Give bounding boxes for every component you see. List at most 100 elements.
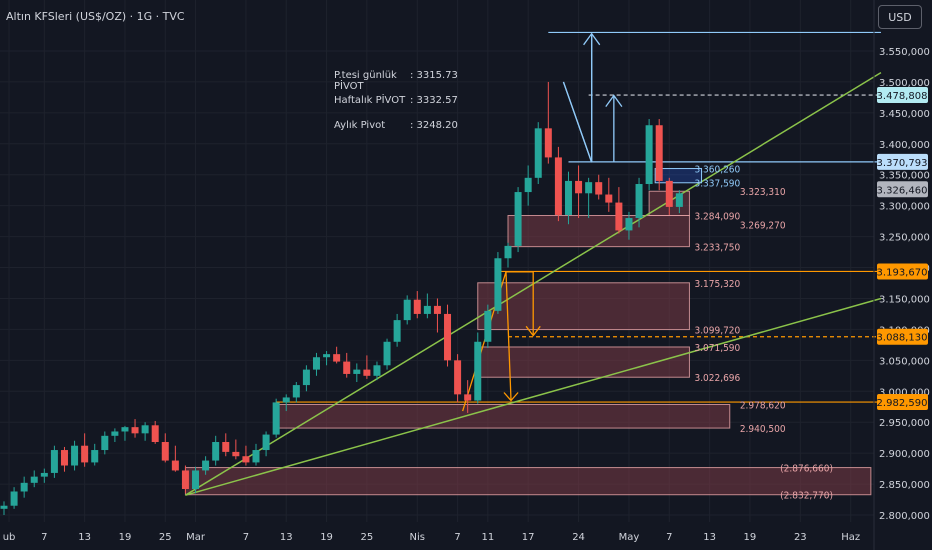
candle-body [0, 505, 8, 509]
price-tag-label: 2.982,590 [877, 398, 928, 409]
candle-body [433, 305, 441, 314]
x-tick-label: 13 [280, 532, 293, 543]
candle-body [20, 482, 28, 492]
candle-body [464, 394, 472, 401]
level-label: 3.284,090 [694, 212, 740, 223]
x-tick-label: 25 [159, 532, 172, 543]
x-tick-label: Nis [410, 532, 425, 543]
candle-body [10, 491, 18, 506]
pivot-label: Aylık Pivot [334, 120, 386, 131]
y-tick-label: 3.400,000 [879, 140, 930, 151]
candle-body [181, 470, 189, 490]
candle-body [302, 369, 310, 386]
pivot-row-weekly: Haftalık PİVOT : 3332.57 [334, 95, 458, 120]
y-tick-label: 2.950,000 [879, 418, 930, 429]
level-label: 2.978,620 [740, 400, 786, 411]
candle-body [71, 445, 79, 466]
x-tick-label: 13 [703, 532, 716, 543]
x-tick-label: 11 [481, 532, 494, 543]
x-tick-label: 7 [41, 532, 47, 543]
candle-body [192, 470, 200, 490]
y-tick-label: 3.350,000 [879, 171, 930, 182]
arrow-head-icon [605, 94, 623, 108]
y-tick-label: 3.150,000 [879, 294, 930, 305]
x-tick-label: 24 [572, 532, 585, 543]
pivot-value: : 3248.20 [410, 120, 458, 131]
candle-body [333, 354, 341, 362]
candle-body [514, 192, 522, 246]
candle-body [353, 369, 361, 374]
x-tick-label: May [619, 532, 640, 543]
candle-body [242, 456, 250, 463]
x-tick-label: 19 [119, 532, 132, 543]
projection-path [505, 271, 512, 401]
candle-body [494, 258, 502, 311]
pivot-label: Haftalık PİVOT [334, 95, 406, 106]
candle-body [665, 180, 673, 207]
level-label: 2.940,500 [740, 424, 786, 435]
candle-body [272, 402, 280, 435]
pivot-row-daily: P.tesi günlük PİVOT : 3315.73 [334, 70, 458, 95]
candle-body [262, 434, 270, 451]
candle-body [282, 397, 290, 403]
currency-button[interactable]: USD [878, 5, 922, 29]
candle-body [575, 180, 583, 194]
candle-body [524, 177, 532, 193]
candle-body [454, 360, 462, 395]
level-label: (2.832,770) [780, 491, 833, 502]
candle-body [141, 425, 149, 434]
x-tick-label: 23 [794, 532, 807, 543]
candle-body [474, 341, 482, 401]
y-tick-label: 3.250,000 [879, 233, 930, 244]
x-tick-label: 13 [78, 532, 91, 543]
price-tag-label: 3.193,670 [877, 267, 928, 278]
price-tag [877, 87, 928, 104]
y-tick-label: 3.000,000 [879, 387, 930, 398]
price-tag [877, 153, 928, 170]
candle-body [81, 445, 89, 463]
candle-body [131, 427, 139, 434]
y-tick-label: 3.550,000 [879, 47, 930, 58]
pivot-info-panel: P.tesi günlük PİVOT : 3315.73 Haftalık P… [334, 70, 458, 145]
candle-body [403, 299, 411, 321]
y-tick-label: 3.300,000 [879, 202, 930, 213]
candle-body [151, 425, 159, 442]
level-label: 3.099,720 [694, 326, 740, 337]
price-zone [477, 282, 690, 331]
candle-body [101, 435, 109, 451]
projection-drawings [462, 32, 703, 412]
pivot-value: : 3332.57 [410, 95, 458, 106]
y-tick-label: 2.900,000 [879, 449, 930, 460]
level-label: 3.233,750 [694, 243, 740, 254]
candle-body [423, 305, 431, 314]
x-tick-label: ub [3, 532, 16, 543]
y-tick-label: 2.800,000 [879, 511, 930, 522]
candle-body [504, 245, 512, 259]
price-tag [877, 394, 928, 411]
level-label: 3.175,320 [694, 279, 740, 290]
candle-body [40, 472, 48, 477]
candle-body [564, 180, 572, 215]
price-tag [877, 181, 928, 198]
candle-body [585, 182, 593, 194]
candle-body [232, 451, 240, 457]
y-tick-label: 3.450,000 [879, 109, 930, 120]
arrow-head-icon [583, 32, 601, 46]
x-tick-label: 7 [454, 532, 460, 543]
pivot-value: : 3315.73 [410, 70, 458, 81]
candle-body [91, 450, 99, 463]
candle-body [323, 354, 331, 358]
level-label: 3.071,590 [694, 343, 740, 354]
candle-body [60, 450, 68, 466]
candle-body [554, 157, 562, 215]
candlestick-series [0, 81, 683, 515]
x-tick-label: 7 [243, 532, 249, 543]
time-axis: ub 7 13 19 25 Mar 7 13 19 25 Nis 7 11 17 24 May 7 13 19 23 H… [3, 532, 860, 543]
candle-body [202, 460, 210, 471]
candle-body [212, 441, 220, 461]
candle-body [111, 431, 119, 436]
price-tags: 3.478,808 3.370,793 3.326,460 3.193,670 3.08… [877, 87, 928, 411]
price-tag-label: 3.478,808 [877, 91, 928, 102]
